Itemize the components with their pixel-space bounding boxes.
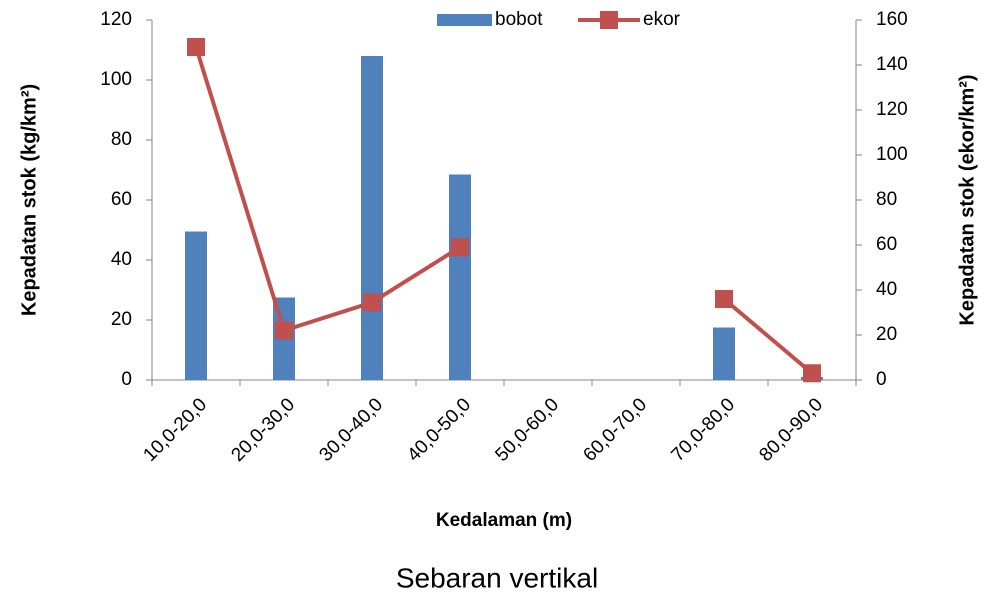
x-tick-label: 70,0-80,0 — [667, 394, 739, 466]
legend-label: bobot — [495, 9, 543, 30]
y2-axis-label: Kepadatan stok (ekor/km²) — [956, 74, 978, 325]
y-tick-label: 60 — [111, 189, 132, 210]
y-tick-label: 20 — [111, 309, 132, 330]
bar — [449, 174, 471, 380]
y2-tick-label: 20 — [876, 324, 897, 345]
bar — [713, 327, 735, 380]
x-tick-label: 60,0-70,0 — [579, 394, 651, 466]
line-marker — [275, 321, 293, 340]
x-tick-label: 30,0-40,0 — [315, 394, 387, 466]
x-tick-label: 10,0-20,0 — [139, 394, 211, 466]
x-axis-label: Kedalaman (m) — [436, 510, 572, 531]
y2-tick-label: 0 — [876, 369, 887, 390]
y-tick-label: 100 — [100, 69, 132, 90]
line-marker — [363, 293, 381, 312]
y2-tick-label: 160 — [876, 9, 908, 30]
y-tick-label: 120 — [100, 9, 132, 30]
bar — [361, 56, 383, 380]
legend-label: ekor — [643, 9, 681, 30]
line-marker — [715, 290, 733, 308]
bar — [185, 231, 207, 380]
y-tick-label: 0 — [121, 369, 132, 390]
chart-title: Sebaran vertikal — [396, 562, 598, 593]
y2-tick-label: 80 — [876, 189, 897, 210]
line — [194, 46, 814, 375]
y2-tick-label: 140 — [876, 54, 908, 75]
line-marker — [803, 364, 821, 383]
y2-tick-label: 120 — [876, 99, 908, 120]
line-marker — [451, 238, 469, 257]
line-marker — [187, 38, 205, 56]
legend-swatch — [437, 14, 492, 26]
y2-tick-label: 40 — [876, 279, 897, 300]
y-tick-label: 40 — [111, 249, 132, 270]
x-tick-label: 20,0-30,0 — [227, 394, 299, 466]
y2-tick-label: 100 — [876, 144, 908, 165]
legend-swatch — [600, 11, 618, 29]
x-tick-label: 50,0-60,0 — [491, 394, 563, 466]
y2-tick-label: 60 — [876, 234, 897, 255]
y-axis-label: Kepadatan stok (kg/km²) — [18, 84, 40, 316]
y-tick-label: 80 — [111, 129, 132, 150]
x-tick-label: 40,0-50,0 — [403, 394, 475, 466]
x-tick-label: 80,0-90,0 — [755, 394, 827, 466]
